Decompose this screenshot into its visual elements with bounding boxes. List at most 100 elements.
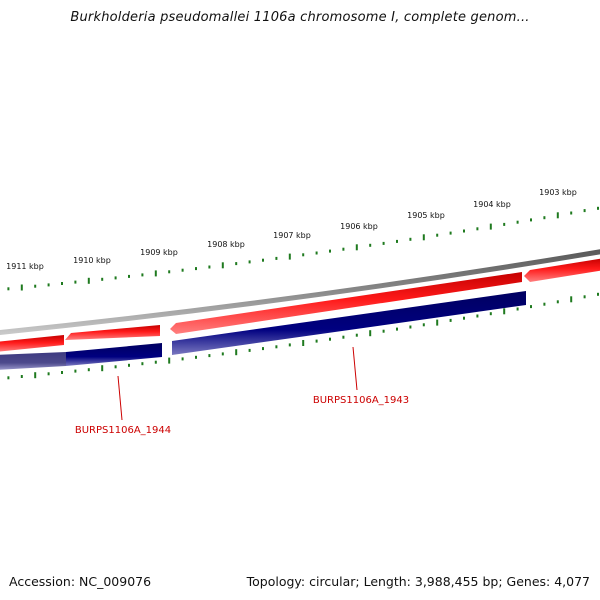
inner-minor-tick <box>181 357 184 361</box>
inner-minor-tick <box>355 333 358 337</box>
outer-minor-tick <box>369 243 372 247</box>
outer-minor-tick <box>436 233 439 237</box>
inner-major-tick <box>235 349 238 356</box>
inner-minor-tick <box>463 316 465 320</box>
tick-label: 1910 kbp <box>73 256 111 265</box>
inner-minor-tick <box>422 323 425 327</box>
inner-minor-tick <box>195 355 197 359</box>
tick-label: 1907 kbp <box>273 231 311 240</box>
forward-feature-large[interactable] <box>170 272 522 334</box>
outer-minor-tick <box>141 273 144 277</box>
inner-major-tick <box>34 372 37 379</box>
forward-feature-right[interactable] <box>524 258 600 282</box>
inner-minor-tick <box>449 318 452 322</box>
gene-feature-burps1106a-1944[interactable] <box>66 343 162 366</box>
forward-feature-burps1106a-1944-neighbour[interactable] <box>65 325 160 340</box>
outer-minor-tick <box>597 206 599 210</box>
outer-minor-tick <box>208 265 211 269</box>
inner-minor-tick <box>262 347 264 351</box>
outer-minor-tick <box>7 287 10 291</box>
inner-major-tick <box>369 330 372 337</box>
outer-minor-tick <box>583 209 586 213</box>
inner-major-tick <box>168 357 171 364</box>
outer-major-tick <box>556 212 559 219</box>
outer-minor-tick <box>262 258 264 262</box>
outer-minor-tick <box>476 227 479 231</box>
inner-minor-tick <box>597 292 599 296</box>
outer-minor-tick <box>530 218 532 222</box>
tick-label: 1911 kbp <box>6 262 44 271</box>
topology-summary-text: Topology: circular; Length: 3,988,455 bp… <box>246 574 590 589</box>
tick-label: 1904 kbp <box>473 200 511 209</box>
tick-label: 1908 kbp <box>207 240 245 249</box>
inner-minor-tick <box>248 348 251 352</box>
outer-minor-tick <box>235 262 238 266</box>
outer-minor-tick <box>543 216 546 220</box>
outer-minor-tick <box>396 239 398 243</box>
inner-minor-tick <box>114 365 117 369</box>
tick-label: 1906 kbp <box>340 222 378 231</box>
inner-minor-tick <box>315 339 318 343</box>
inner-minor-tick <box>128 363 130 367</box>
inner-major-tick <box>302 340 305 346</box>
chromosome-backbone <box>0 249 600 335</box>
inner-minor-tick <box>556 300 559 304</box>
outer-minor-tick <box>275 256 278 260</box>
inner-minor-tick <box>288 343 291 347</box>
inner-minor-tick <box>74 369 77 373</box>
inner-minor-tick <box>208 354 211 358</box>
inner-minor-tick <box>530 305 532 309</box>
gene-label-burps1106a-1944[interactable]: BURPS1106A_1944 <box>75 425 171 436</box>
outer-minor-tick <box>114 276 117 280</box>
tick-label: 1903 kbp <box>539 188 577 197</box>
accession-text: Accession: NC_009076 <box>9 574 152 589</box>
outer-minor-tick <box>382 241 385 245</box>
inner-minor-tick <box>47 372 50 376</box>
outer-minor-tick <box>195 267 197 271</box>
outer-minor-tick <box>302 253 305 257</box>
outer-major-tick <box>355 244 358 251</box>
outer-minor-tick <box>315 251 318 255</box>
forward-feature-left[interactable] <box>0 335 64 352</box>
inner-minor-tick <box>7 376 10 380</box>
outer-minor-tick <box>248 260 251 264</box>
inner-scale-ticks <box>7 292 599 380</box>
reverse-feature-highlighted[interactable] <box>0 352 66 370</box>
callout-line-burps1106a-1944 <box>117 375 123 421</box>
outer-minor-tick <box>168 270 171 274</box>
inner-major-tick <box>503 308 506 315</box>
inner-major-tick <box>570 296 573 303</box>
outer-minor-tick <box>463 229 465 233</box>
outer-minor-tick <box>516 220 519 224</box>
outer-major-tick <box>422 234 425 241</box>
inner-minor-tick <box>516 307 519 311</box>
scale-tick-labels: 1903 kbp 1904 kbp 1905 kbp 1906 kbp 1907 kbp… <box>6 188 577 271</box>
inner-minor-tick <box>141 362 144 366</box>
inner-major-tick <box>101 365 104 372</box>
outer-minor-tick <box>409 237 412 241</box>
inner-minor-tick <box>20 375 23 378</box>
outer-major-tick <box>154 270 157 277</box>
outer-minor-tick <box>342 247 345 251</box>
outer-minor-tick <box>74 280 77 284</box>
inner-minor-tick <box>61 371 63 374</box>
outer-minor-tick <box>128 274 130 278</box>
outer-major-tick <box>87 277 90 284</box>
outer-minor-tick <box>570 211 573 215</box>
outer-major-tick <box>20 284 23 291</box>
inner-minor-tick <box>409 325 412 329</box>
gene-label-burps1106a-1943[interactable]: BURPS1106A_1943 <box>313 395 409 406</box>
outer-major-tick <box>221 262 224 269</box>
outer-minor-tick <box>329 249 331 253</box>
inner-minor-tick <box>329 337 331 341</box>
inner-minor-tick <box>342 335 345 339</box>
inner-minor-tick <box>221 352 224 356</box>
outer-minor-tick <box>449 231 452 235</box>
inner-major-tick <box>436 319 439 326</box>
outer-minor-tick <box>47 283 50 287</box>
outer-minor-tick <box>101 277 104 281</box>
inner-minor-tick <box>154 360 157 364</box>
inner-minor-tick <box>476 314 479 318</box>
gene-feature-burps1106a-1943[interactable] <box>172 291 526 355</box>
inner-minor-tick <box>87 368 90 372</box>
